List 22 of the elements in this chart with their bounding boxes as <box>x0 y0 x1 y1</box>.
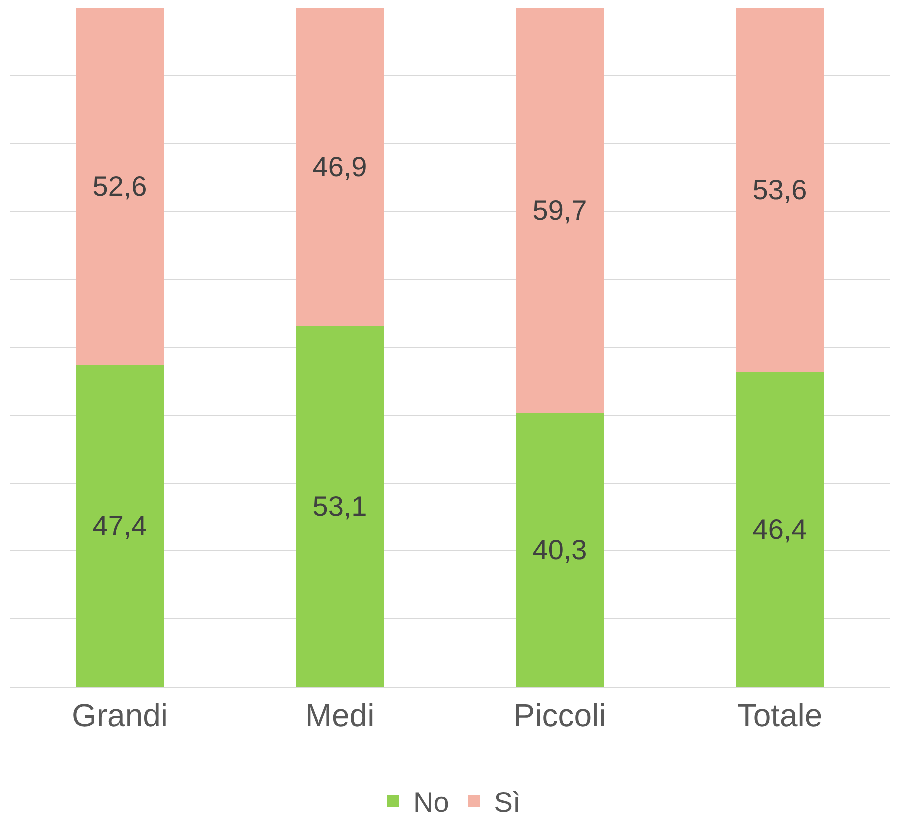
data-label: 47,4 <box>92 510 148 542</box>
data-label: 46,9 <box>312 152 368 183</box>
data-label: 52,6 <box>92 171 148 202</box>
data-label: 53,1 <box>312 491 368 522</box>
bar <box>516 413 604 687</box>
x-tick-label: Piccoli <box>514 698 606 734</box>
data-label: 53,6 <box>752 174 808 206</box>
bar <box>736 372 824 687</box>
data-label: 59,7 <box>532 195 588 226</box>
bar <box>296 326 384 687</box>
x-tick-label: Totale <box>737 698 823 734</box>
bar <box>296 8 384 326</box>
legend-label: No <box>414 787 450 818</box>
x-tick-label: Medi <box>305 698 375 734</box>
data-label: 46,4 <box>752 514 808 545</box>
bar <box>76 365 164 687</box>
legend-label: Sì <box>494 787 521 818</box>
data-label: 40,3 <box>532 534 588 566</box>
x-tick-label: Grandi <box>72 698 168 734</box>
bar <box>516 8 604 414</box>
bar <box>76 8 164 366</box>
bar <box>736 8 824 372</box>
